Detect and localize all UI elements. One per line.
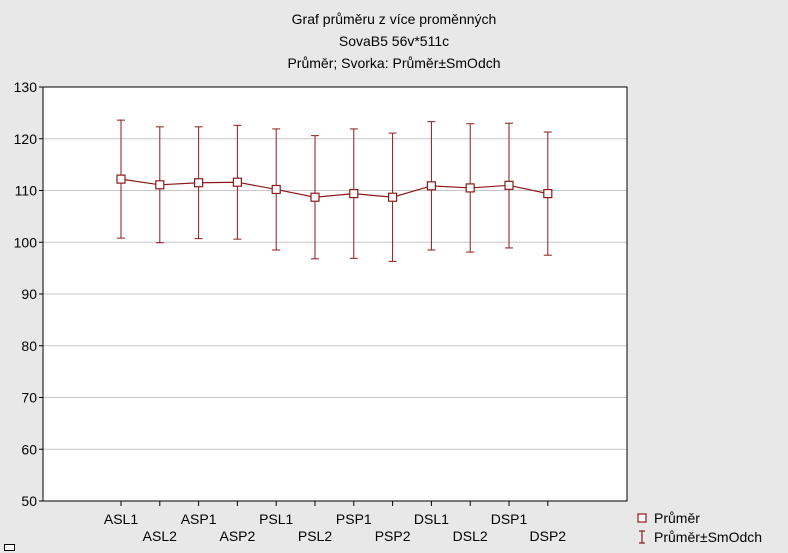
x-tick-label: DSP2 bbox=[530, 528, 567, 544]
chart-subtitle-2: Průměr; Svorka: Průměr±SmOdch bbox=[287, 55, 501, 71]
legend-square-marker-icon bbox=[637, 512, 647, 523]
data-point bbox=[465, 183, 475, 193]
x-tick-label: PSL2 bbox=[298, 528, 332, 544]
plot-frame bbox=[42, 86, 628, 502]
data-point bbox=[349, 189, 359, 199]
legend-whisker-icon bbox=[639, 529, 645, 544]
y-tick-label: 120 bbox=[14, 131, 38, 147]
x-tick-label: PSP2 bbox=[375, 528, 411, 544]
data-point bbox=[194, 178, 204, 188]
data-point bbox=[543, 189, 553, 199]
corner-box bbox=[4, 544, 15, 551]
x-tick-label: DSP1 bbox=[491, 511, 528, 527]
x-tick-label: ASP2 bbox=[219, 528, 255, 544]
y-tick-label: 130 bbox=[14, 79, 38, 95]
y-tick-label: 70 bbox=[21, 390, 37, 406]
y-tick-label: 90 bbox=[21, 286, 37, 302]
data-point bbox=[155, 180, 165, 190]
legend-item-whisker: Průměr±SmOdch bbox=[634, 527, 762, 546]
x-tick-label: PSL1 bbox=[259, 511, 293, 527]
data-point bbox=[388, 192, 398, 202]
data-point bbox=[232, 177, 242, 187]
y-tick-label: 60 bbox=[21, 441, 37, 457]
data-point bbox=[504, 180, 514, 190]
y-tick-label: 100 bbox=[14, 234, 38, 250]
x-tick-label: DSL2 bbox=[453, 528, 488, 544]
legend-item-mean: Průměr bbox=[634, 508, 762, 527]
chart-title: Graf průměru z více proměnných bbox=[291, 11, 497, 27]
legend-label-mean: Průměr bbox=[654, 509, 700, 526]
y-tick-label: 80 bbox=[21, 338, 37, 354]
series-line-mean bbox=[120, 178, 548, 198]
data-point bbox=[116, 174, 126, 184]
chart-title-block: Graf průměru z více proměnných SovaB5 56… bbox=[0, 8, 788, 74]
legend-label-whisker: Průměr±SmOdch bbox=[654, 528, 763, 545]
x-tick-label: ASL2 bbox=[143, 528, 177, 544]
x-tick-label: PSP1 bbox=[336, 511, 372, 527]
x-tick-label: DSL1 bbox=[414, 511, 449, 527]
data-point bbox=[426, 181, 436, 191]
x-tick-label: ASP1 bbox=[181, 511, 217, 527]
legend: Průměr Průměr±SmOdch bbox=[634, 508, 762, 546]
y-tick-label: 110 bbox=[15, 183, 38, 199]
data-point bbox=[310, 192, 320, 202]
x-tick-label: ASL1 bbox=[104, 511, 138, 527]
data-point bbox=[271, 184, 281, 195]
chart-subtitle: SovaB5 56v*511c bbox=[338, 33, 450, 49]
y-tick-label: 50 bbox=[21, 493, 37, 509]
